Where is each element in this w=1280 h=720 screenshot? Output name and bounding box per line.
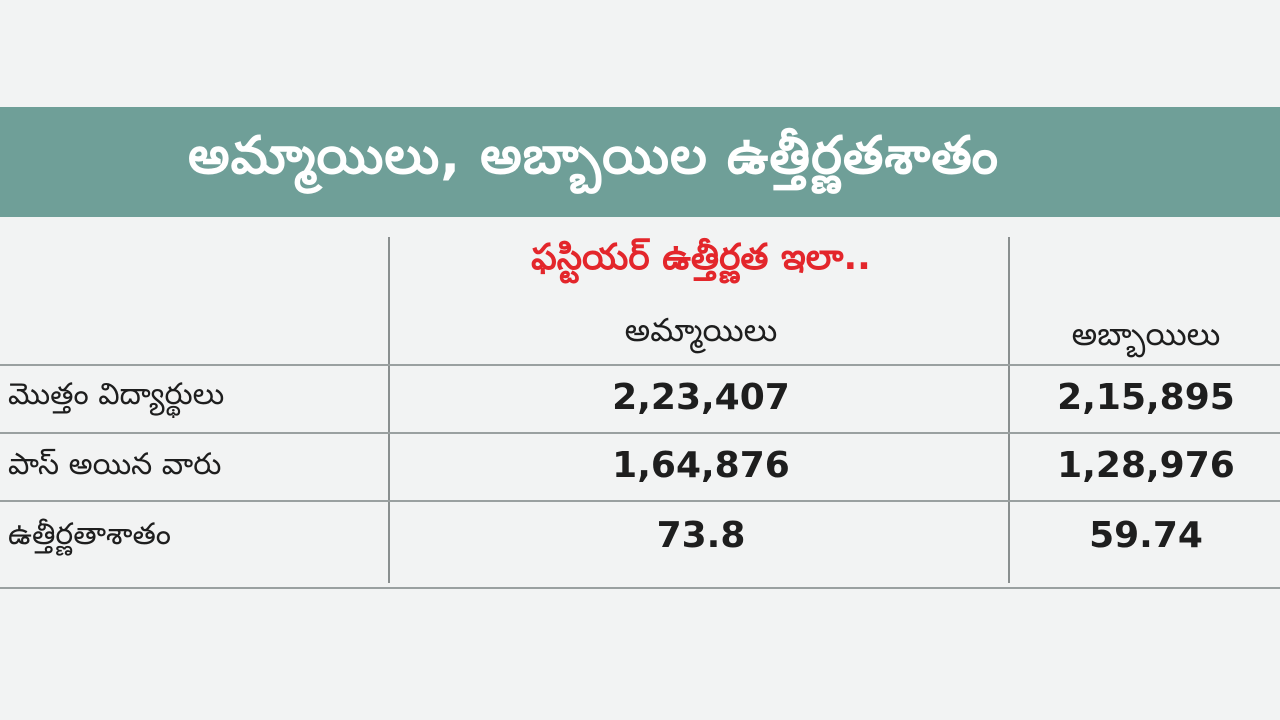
row-divider-1 [0,364,1280,366]
page-title: అమ్మాయిలు, అబ్బాయిల ఉత్తీర్ణతశాతం [188,125,1000,186]
boys-total-students: 2,15,895 [1057,377,1235,418]
table-subtitle: ఫస్టియర్ ఉత్తీర్ణత ఇలా.. [531,237,871,278]
results-table: ఫస్టియర్ ఉత్తీర్ణత ఇలా.. అమ్మాయిలు అబ్బా… [0,217,1280,589]
row-divider-3 [0,500,1280,502]
row-divider-2 [0,432,1280,434]
column-divider-2 [1008,237,1010,583]
girls-total-students: 2,23,407 [612,377,790,418]
boys-passed: 1,28,976 [1057,445,1235,486]
row-label-total-students: మొత్తం విద్యార్థులు [8,377,225,412]
column-divider-1 [388,237,390,583]
girls-passed: 1,64,876 [612,445,790,486]
row-label-pass-percentage: ఉత్తీర్ణతాశాతం [8,517,171,552]
boys-pass-percentage: 59.74 [1089,515,1203,556]
column-header-boys: అబ్బాయిలు [1071,315,1221,353]
title-band: అమ్మాయిలు, అబ్బాయిల ఉత్తీర్ణతశాతం [0,107,1280,217]
row-label-passed: పాస్ అయిన వారు [8,447,222,482]
column-header-girls: అమ్మాయిలు [624,311,778,349]
girls-pass-percentage: 73.8 [656,515,746,556]
table-bottom-border [0,587,1280,589]
